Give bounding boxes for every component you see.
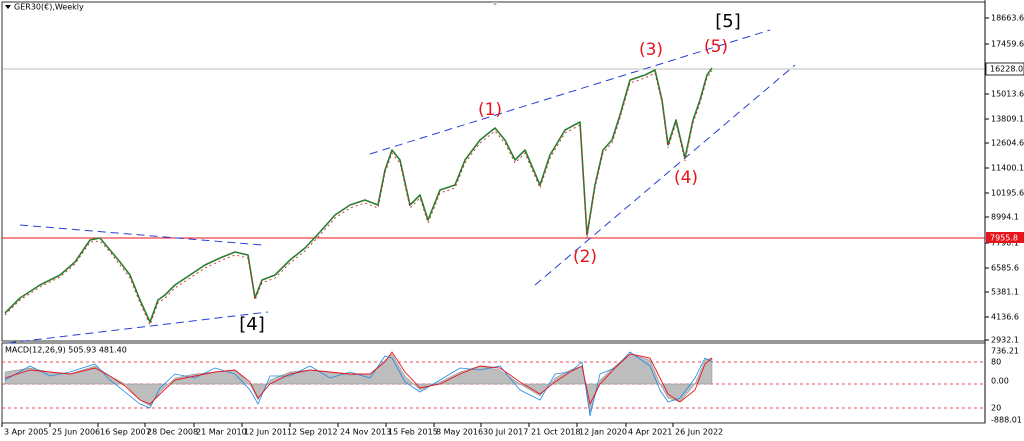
wave-label: (4) [674,168,698,188]
date-label: 2 Sep 2012 [292,428,338,437]
window-menu-icon [5,5,11,9]
date-label: 28 Dec 2008 [147,428,198,437]
date-label: 26 Jun 2022 [675,428,723,437]
price-label: 8994.1 [991,213,1019,222]
price-label: 18663.6 [991,14,1024,23]
price-trace [4,67,713,323]
trend-lines [7,29,796,344]
wave-label: (3) [639,40,663,60]
date-label: 25 Jun 2006 [52,428,100,437]
macd-title: MACD(12,26,9) 505.93 481.40 [5,346,127,355]
date-label: 21 Oct 2018 [531,428,580,437]
last-price-label: 16228.0 [990,65,1023,74]
macd-label: 736.21 [991,347,1019,356]
macd-label: 20 [991,404,1001,413]
date-label: 16 Sep 2007 [100,428,151,437]
wave-label: [5] [715,11,741,32]
level-label: 7955.8 [990,234,1018,243]
symbol-title: GER30(€),Weekly [14,3,84,12]
macd-label: 80 [991,358,1001,367]
price-label: 4136.6 [991,313,1019,322]
scroll-marker [492,2,498,6]
macd-label: -888.01 [991,416,1022,425]
price-label: 17459.6 [991,40,1024,49]
date-label: 8 May 2016 [436,428,483,437]
macd-label: 0.00 [991,377,1009,386]
price-trace-red [4,70,713,327]
price-label: 11400.1 [991,164,1024,173]
last-price-tag [985,62,1024,76]
wave-label: (1) [478,100,502,120]
date-label: 21 Mar 2010 [196,428,247,437]
price-label: 5381.1 [991,288,1019,297]
price-label: 2932.1 [991,336,1019,345]
date-label: 12 Jun 2011 [244,428,292,437]
date-label: 4 Apr 2021 [628,428,672,437]
price-label: 10195.6 [991,189,1024,198]
price-label: 13809.1 [991,115,1024,124]
date-label: 24 Nov 2013 [340,428,391,437]
price-label: 15013.6 [991,90,1024,99]
date-label: 15 Feb 2015 [388,428,438,437]
wave-label: (2) [573,247,597,267]
date-label: 12 Jan 2020 [579,428,627,437]
wave-label: [4] [239,314,265,335]
date-label: 30 Jul 2017 [483,428,528,437]
macd-main-line [4,351,713,406]
level-tag [986,232,1024,243]
date-label: 3 Apr 2005 [4,428,48,437]
wave-label: (5) [704,37,728,57]
price-label: 6585.6 [991,264,1019,273]
price-label: 12604.6 [991,139,1024,148]
